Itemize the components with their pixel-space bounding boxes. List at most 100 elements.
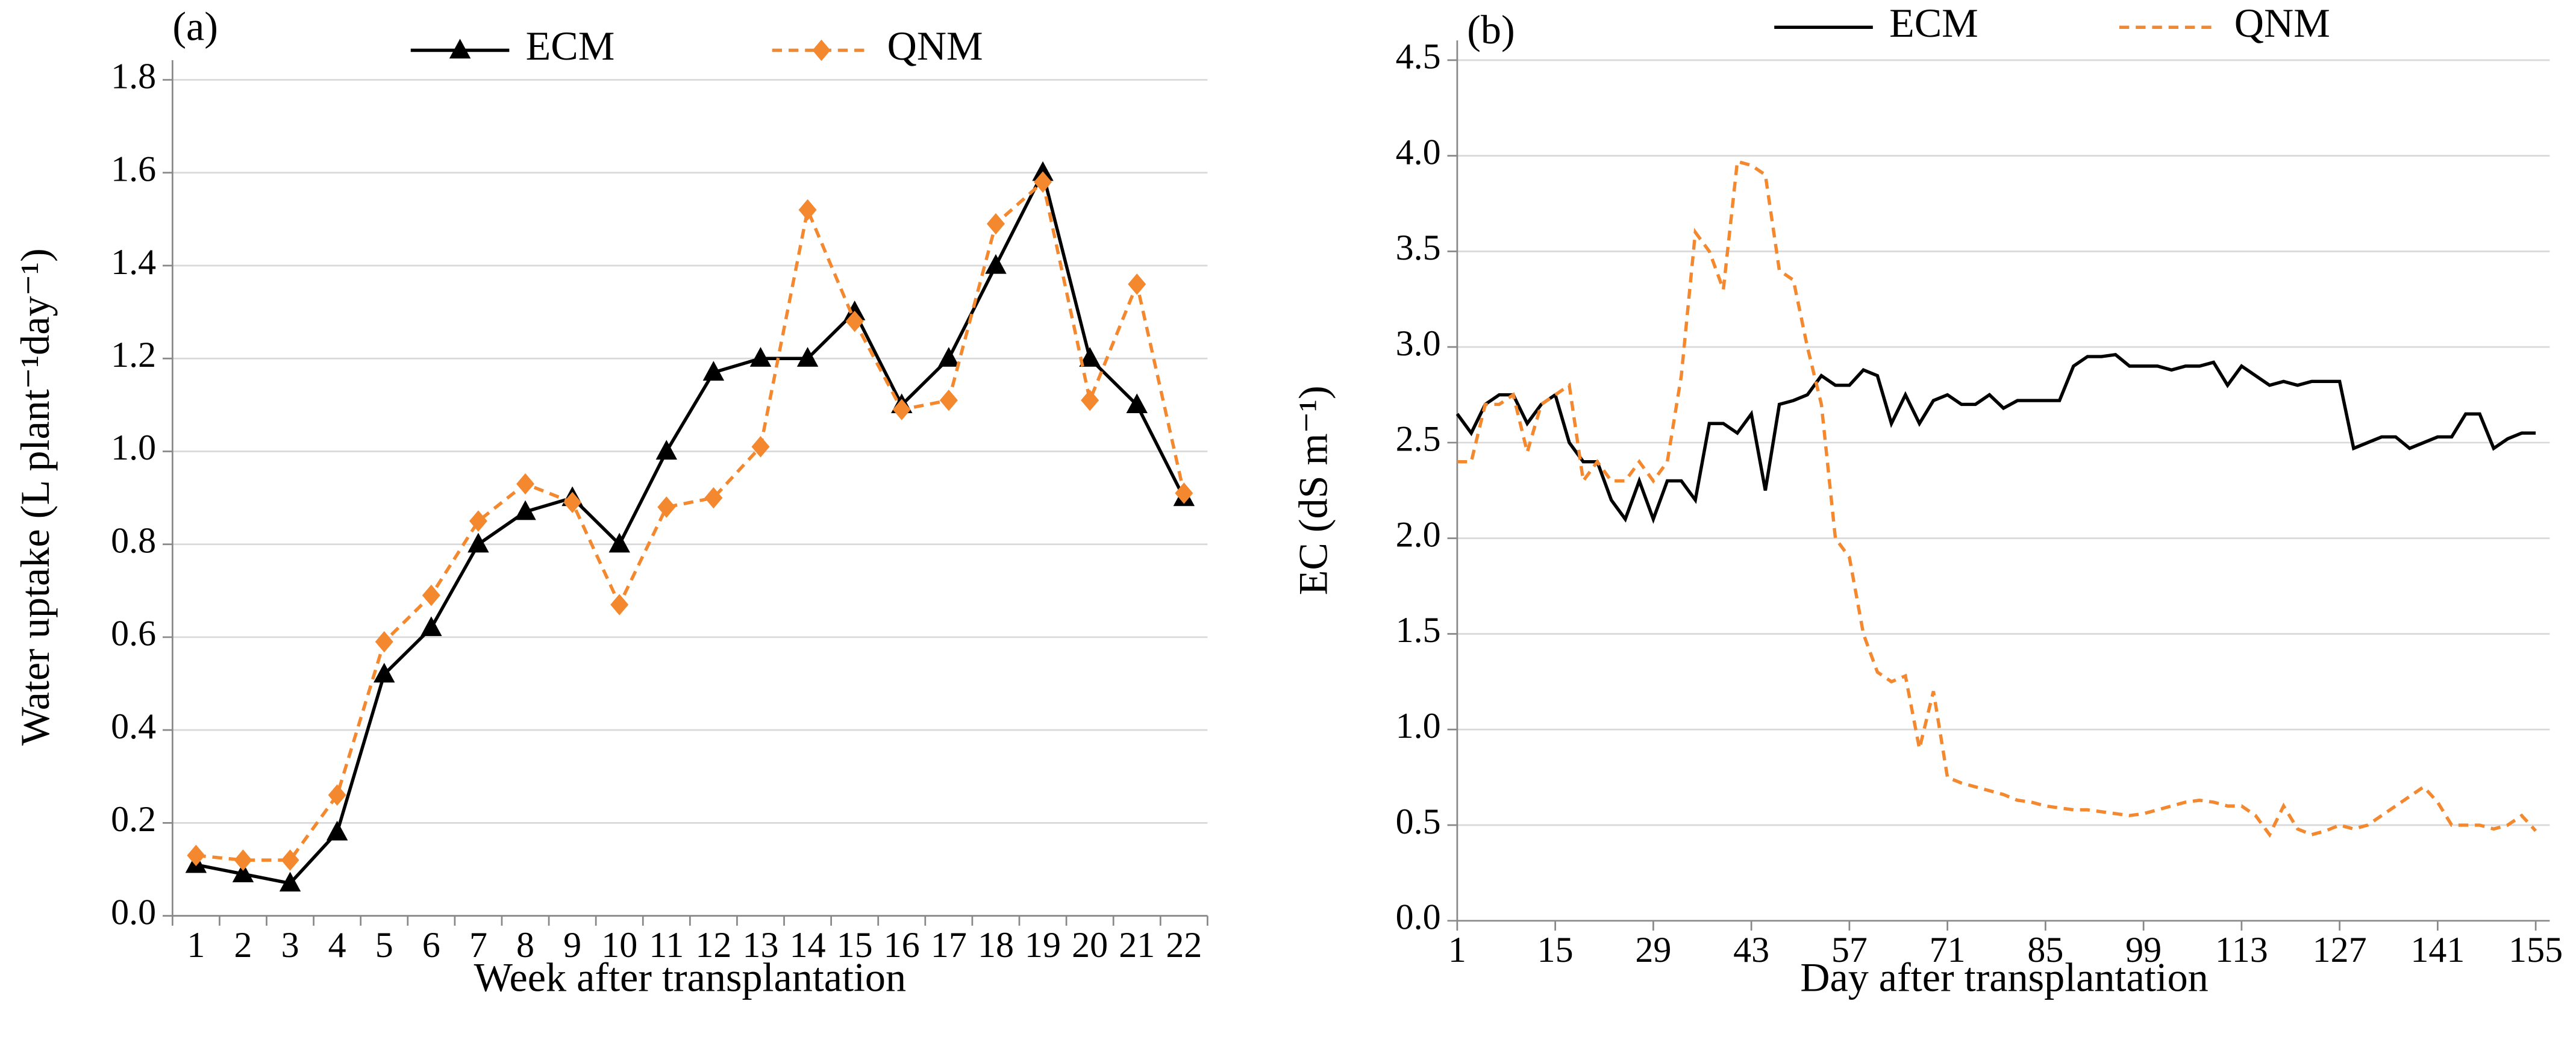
series-line <box>1455 352 2536 524</box>
triangle-marker <box>702 361 725 381</box>
y-tick-label: 3.0 <box>1396 323 1441 363</box>
x-axis-label: Week after transplantation <box>474 954 906 1000</box>
triangle-marker <box>749 347 772 367</box>
diamond-marker <box>1128 273 1146 295</box>
triangle-marker <box>374 662 395 683</box>
x-tick-label: 12 <box>695 925 731 965</box>
x-tick-label: 1 <box>187 925 205 965</box>
triangle-marker <box>608 532 630 553</box>
triangle-marker <box>796 347 819 367</box>
triangle-marker <box>843 301 866 320</box>
x-tick-label: 20 <box>1072 925 1108 965</box>
x-tick-label: 22 <box>1166 925 1202 965</box>
x-tick-label: 155 <box>2509 930 2563 970</box>
x-tick-label: 127 <box>2313 930 2367 970</box>
y-tick-label: 2.0 <box>1396 514 1441 554</box>
x-tick-label: 141 <box>2410 930 2465 970</box>
y-tick-label: 1.4 <box>111 242 156 282</box>
triangle-marker <box>1126 393 1148 414</box>
x-tick-label: 16 <box>884 925 920 965</box>
y-tick-label: 1.6 <box>111 149 156 189</box>
triangle-marker <box>655 440 678 460</box>
diamond-marker <box>704 487 723 509</box>
triangle-marker <box>449 39 471 59</box>
triangle-marker <box>938 347 960 367</box>
diamond-marker <box>657 496 676 518</box>
x-tick-label: 5 <box>375 925 393 965</box>
y-tick-label: 4.0 <box>1396 132 1441 172</box>
legend-label: ECM <box>526 23 615 69</box>
x-tick-label: 10 <box>601 925 637 965</box>
diamond-marker <box>563 491 582 514</box>
y-tick-label: 1.8 <box>111 56 156 96</box>
triangle-marker <box>467 532 489 553</box>
y-tick-label: 0.6 <box>111 614 156 653</box>
triangle-marker <box>420 616 442 637</box>
y-tick-label: 2.5 <box>1396 419 1441 459</box>
x-tick-label: 2 <box>234 925 252 965</box>
x-tick-label: 17 <box>931 925 967 965</box>
x-tick-label: 15 <box>837 925 873 965</box>
x-tick-label: 9 <box>563 925 581 965</box>
panel-label: (a) <box>172 3 218 49</box>
x-tick-label: 11 <box>649 925 684 965</box>
y-tick-label: 0.2 <box>111 799 156 839</box>
diamond-marker <box>845 310 864 332</box>
y-axis-label: EC (dS m⁻¹) <box>1290 385 1336 595</box>
triangle-marker <box>514 500 536 520</box>
diamond-marker <box>187 844 205 867</box>
y-tick-label: 3.5 <box>1396 228 1441 267</box>
series-line <box>195 168 1186 885</box>
triangle-marker <box>232 862 254 882</box>
y-tick-label: 0.5 <box>1396 802 1441 841</box>
triangle-marker <box>326 820 348 841</box>
y-tick-label: 4.5 <box>1396 37 1441 76</box>
x-tick-label: 13 <box>743 925 779 965</box>
diamond-marker <box>328 784 346 806</box>
diamond-marker <box>1081 389 1099 411</box>
x-tick-label: 29 <box>1635 930 1671 970</box>
triangle-marker <box>279 871 301 892</box>
x-tick-label: 57 <box>1831 930 1868 970</box>
y-tick-label: 1.0 <box>111 428 156 467</box>
x-tick-label: 113 <box>2215 930 2268 970</box>
series-line <box>1457 159 2537 838</box>
legend-label: ECM <box>1889 0 1978 46</box>
y-tick-label: 0.8 <box>111 520 156 560</box>
legend-label: QNM <box>2234 0 2330 46</box>
x-tick-label: 14 <box>790 925 826 965</box>
diamond-marker <box>375 631 393 653</box>
diamond-marker <box>281 849 299 871</box>
diamond-marker <box>1034 171 1052 193</box>
x-tick-label: 8 <box>516 925 534 965</box>
x-tick-label: 18 <box>978 925 1014 965</box>
diamond-marker <box>516 473 535 495</box>
panel-label: (b) <box>1467 7 1515 52</box>
diamond-marker <box>234 849 252 871</box>
x-tick-label: 4 <box>328 925 346 965</box>
diamond-marker <box>610 594 629 616</box>
diamond-marker <box>986 213 1005 235</box>
y-tick-label: 1.2 <box>111 335 156 375</box>
triangle-marker <box>1032 161 1054 181</box>
x-tick-label: 21 <box>1119 925 1155 965</box>
y-tick-label: 1.5 <box>1396 610 1441 650</box>
x-tick-label: 43 <box>1733 930 1769 970</box>
diamond-marker <box>798 199 817 221</box>
x-tick-label: 19 <box>1025 925 1061 965</box>
x-tick-label: 6 <box>422 925 440 965</box>
diamond-marker <box>939 389 958 411</box>
x-tick-label: 71 <box>1930 930 1966 970</box>
x-tick-label: 7 <box>469 925 487 965</box>
triangle-marker <box>1079 347 1101 367</box>
triangle-marker <box>985 254 1007 274</box>
diamond-marker <box>751 436 770 458</box>
diamond-marker <box>469 510 487 532</box>
y-axis-label: Water uptake (L plant⁻¹day⁻¹) <box>12 248 58 746</box>
x-axis-label: Day after transplantation <box>1800 954 2209 1000</box>
y-tick-label: 0.0 <box>1396 897 1441 937</box>
legend-label: QNM <box>887 23 983 69</box>
x-tick-label: 1 <box>1448 930 1466 970</box>
y-tick-label: 0.4 <box>111 706 156 746</box>
